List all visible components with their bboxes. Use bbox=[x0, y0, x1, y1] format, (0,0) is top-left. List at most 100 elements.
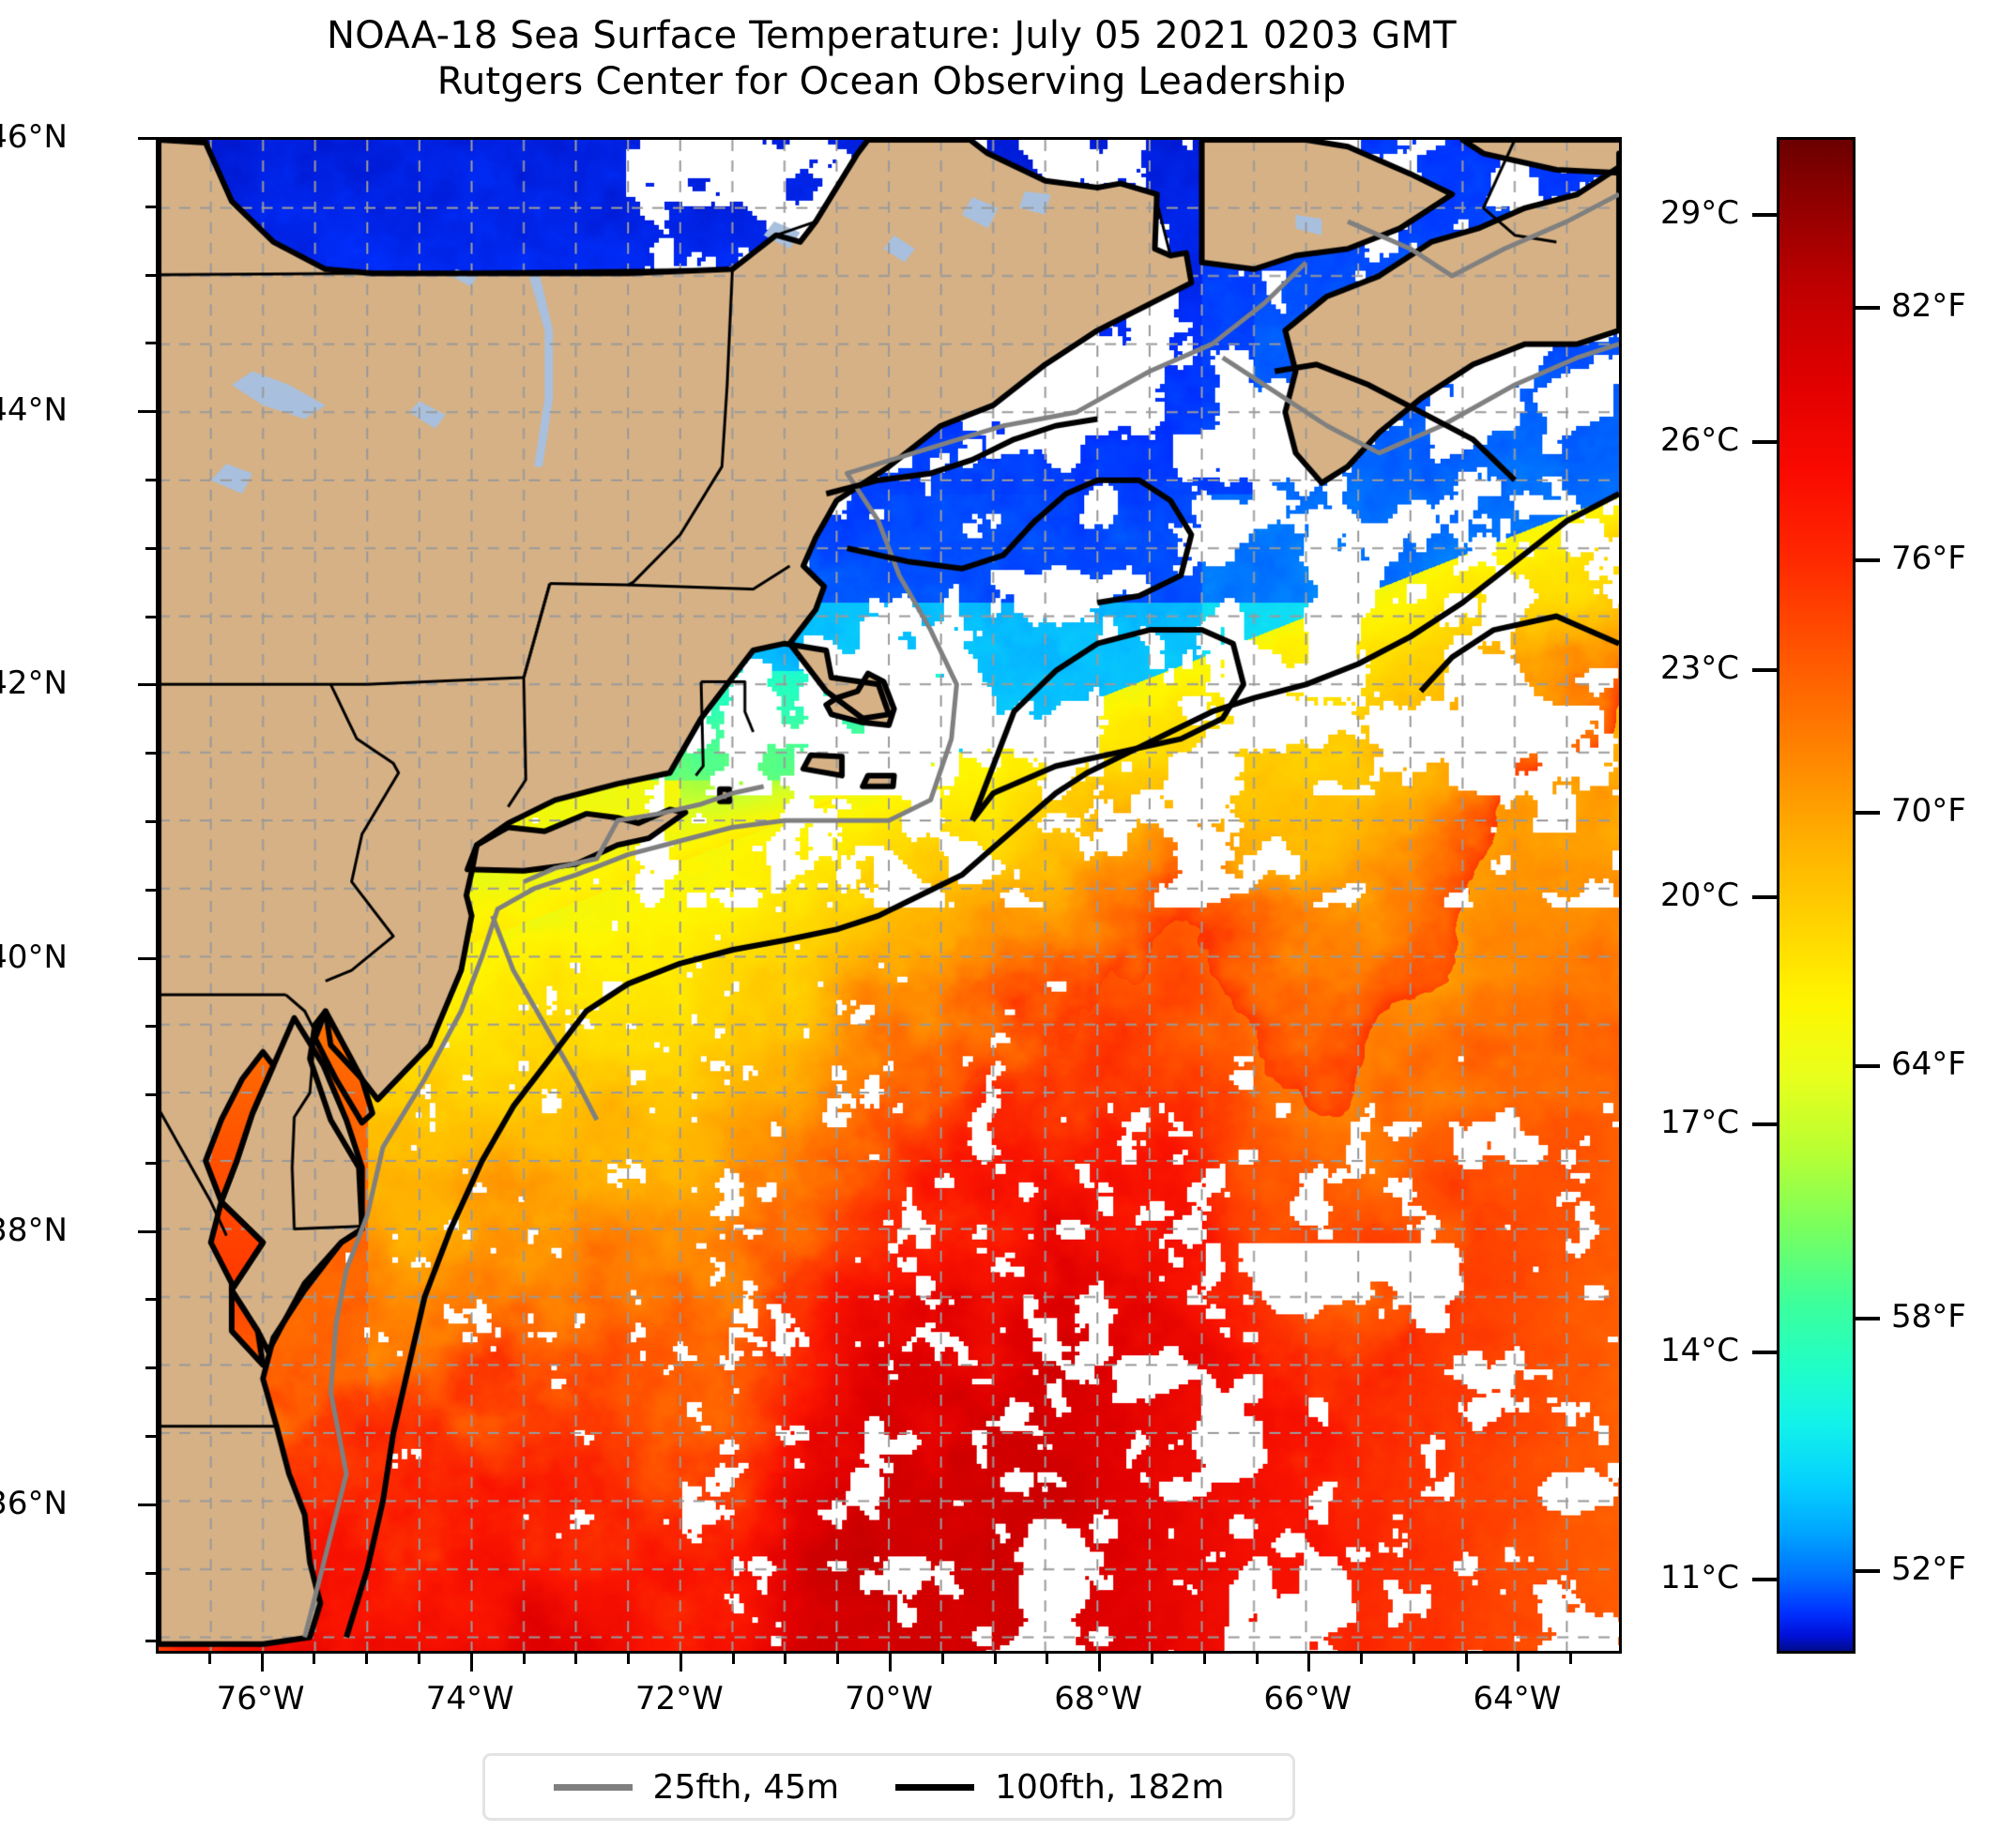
legend-label-25fth: 25fth, 45m bbox=[652, 1767, 840, 1807]
y-axis-tick-label: 44°N bbox=[0, 391, 68, 430]
y-axis-minor-tick bbox=[145, 1298, 156, 1302]
y-axis-minor-tick bbox=[145, 1025, 156, 1029]
line-swatch-black-icon bbox=[895, 1783, 975, 1791]
y-axis-tick-mark bbox=[138, 1229, 156, 1233]
x-axis-minor-tick bbox=[1150, 1654, 1153, 1664]
x-axis-minor-tick bbox=[731, 1654, 735, 1664]
y-axis-minor-tick bbox=[145, 1640, 156, 1643]
colorbar-celsius-label: 20°C bbox=[1659, 877, 1739, 914]
legend-item-25fth: 25fth, 45m bbox=[553, 1767, 840, 1807]
y-axis-minor-tick bbox=[145, 205, 156, 208]
x-axis-minor-tick bbox=[1464, 1654, 1468, 1664]
x-axis-tick-label: 74°W bbox=[425, 1680, 514, 1717]
x-axis-minor-tick bbox=[522, 1654, 526, 1664]
page-subtitle: Rutgers Center for Ocean Observing Leade… bbox=[436, 60, 1347, 103]
x-axis-minor-tick bbox=[784, 1654, 787, 1664]
x-axis-minor-tick bbox=[1360, 1654, 1364, 1664]
colorbar-fahrenheit-label: 64°F bbox=[1891, 1045, 1966, 1083]
colorbar-fahrenheit-label: 76°F bbox=[1891, 539, 1966, 577]
chart-title-block: NOAA-18 Sea Surface Temperature: July 05… bbox=[0, 13, 1783, 105]
x-axis-minor-tick bbox=[207, 1654, 211, 1664]
colorbar-fahrenheit-tick bbox=[1856, 1316, 1880, 1320]
x-axis-minor-tick bbox=[1569, 1654, 1573, 1664]
colorbar-celsius-tick bbox=[1752, 1350, 1777, 1354]
x-axis-tick-mark bbox=[889, 1654, 892, 1671]
colorbar-celsius-tick bbox=[1752, 1122, 1777, 1127]
x-axis-tick-label: 64°W bbox=[1473, 1680, 1562, 1717]
x-axis-minor-tick bbox=[993, 1654, 997, 1664]
sst-colorbar[interactable] bbox=[1777, 137, 1856, 1654]
y-axis-tick-label: 40°N bbox=[0, 938, 68, 976]
y-axis-tick-mark bbox=[138, 410, 156, 414]
y-axis-tick-mark bbox=[138, 1503, 156, 1506]
colorbar-celsius-tick bbox=[1752, 667, 1777, 672]
x-axis-tick-mark bbox=[679, 1654, 682, 1671]
colorbar-fahrenheit-label: 52°F bbox=[1891, 1550, 1966, 1589]
colorbar-fahrenheit-tick bbox=[1856, 811, 1880, 816]
y-axis-minor-tick bbox=[145, 752, 156, 756]
x-axis-tick-label: 68°W bbox=[1054, 1680, 1143, 1717]
y-axis-tick-mark bbox=[138, 956, 156, 960]
y-axis-minor-tick bbox=[145, 1161, 156, 1165]
x-axis-minor-tick bbox=[1046, 1654, 1049, 1664]
line-swatch-gray-icon bbox=[553, 1783, 633, 1791]
colorbar-celsius-tick bbox=[1752, 212, 1777, 217]
x-axis-minor-tick bbox=[627, 1654, 631, 1664]
x-axis-tick-label: 66°W bbox=[1263, 1680, 1352, 1717]
colorbar-celsius-label: 17°C bbox=[1659, 1104, 1739, 1142]
colorbar-fahrenheit-label: 82°F bbox=[1891, 286, 1966, 325]
x-axis-minor-tick bbox=[836, 1654, 840, 1664]
colorbar-celsius-label: 11°C bbox=[1659, 1559, 1739, 1597]
y-axis-tick-label: 46°N bbox=[0, 118, 68, 156]
x-axis-minor-tick bbox=[313, 1654, 316, 1664]
colorbar-celsius-tick bbox=[1752, 1578, 1777, 1582]
x-axis-tick-label: 76°W bbox=[216, 1680, 305, 1717]
sst-map-canvas bbox=[159, 140, 1619, 1651]
y-axis-tick-label: 36°N bbox=[0, 1484, 68, 1522]
x-axis-tick-mark bbox=[1517, 1654, 1520, 1671]
colorbar-fahrenheit-tick bbox=[1856, 1569, 1880, 1574]
colorbar-fahrenheit-tick bbox=[1856, 305, 1880, 310]
x-axis-minor-tick bbox=[574, 1654, 578, 1664]
y-axis-minor-tick bbox=[145, 1435, 156, 1439]
y-axis-minor-tick bbox=[145, 1571, 156, 1575]
y-axis-tick-label: 38°N bbox=[0, 1211, 68, 1249]
depth-contour-legend: 25fth, 45m 100fth, 182m bbox=[482, 1753, 1295, 1821]
y-axis-minor-tick bbox=[145, 342, 156, 345]
x-axis-tick-mark bbox=[1307, 1654, 1311, 1671]
y-axis-minor-tick bbox=[145, 1366, 156, 1370]
y-axis-minor-tick bbox=[145, 478, 156, 481]
x-axis-minor-tick bbox=[1202, 1654, 1206, 1664]
y-axis-minor-tick bbox=[145, 819, 156, 823]
x-axis-minor-tick bbox=[365, 1654, 369, 1664]
colorbar-fahrenheit-label: 58°F bbox=[1891, 1297, 1966, 1336]
colorbar-celsius-tick bbox=[1752, 440, 1777, 445]
map-plot-area[interactable] bbox=[156, 137, 1622, 1654]
x-axis-tick-label: 72°W bbox=[634, 1680, 724, 1717]
legend-label-100fth: 100fth, 182m bbox=[995, 1767, 1225, 1807]
legend-item-100fth: 100fth, 182m bbox=[895, 1768, 1224, 1807]
colorbar-fahrenheit-tick bbox=[1856, 557, 1880, 562]
colorbar-celsius-label: 26°C bbox=[1659, 421, 1739, 460]
y-axis-minor-tick bbox=[145, 1093, 156, 1097]
x-axis-tick-mark bbox=[469, 1654, 473, 1671]
x-axis-tick-mark bbox=[260, 1654, 264, 1671]
x-axis-minor-tick bbox=[1412, 1654, 1415, 1664]
x-axis-tick-label: 70°W bbox=[845, 1680, 933, 1717]
colorbar-celsius-label: 23°C bbox=[1659, 649, 1739, 687]
y-axis-tick-mark bbox=[138, 137, 156, 140]
x-axis-minor-tick bbox=[1255, 1654, 1259, 1664]
page-title: NOAA-18 Sea Surface Temperature: July 05… bbox=[327, 14, 1457, 57]
colorbar-fahrenheit-label: 70°F bbox=[1891, 792, 1966, 831]
y-axis-minor-tick bbox=[145, 615, 156, 618]
y-axis-minor-tick bbox=[145, 546, 156, 550]
x-axis-tick-mark bbox=[1098, 1654, 1102, 1671]
colorbar-celsius-label: 14°C bbox=[1659, 1331, 1739, 1369]
x-axis-minor-tick bbox=[417, 1654, 420, 1664]
y-axis-minor-tick bbox=[145, 888, 156, 892]
colorbar-fahrenheit-tick bbox=[1856, 1063, 1880, 1068]
x-axis-minor-tick bbox=[940, 1654, 944, 1664]
y-axis-minor-tick bbox=[145, 273, 156, 277]
y-axis-tick-label: 42°N bbox=[0, 664, 68, 703]
y-axis-tick-mark bbox=[138, 683, 156, 687]
